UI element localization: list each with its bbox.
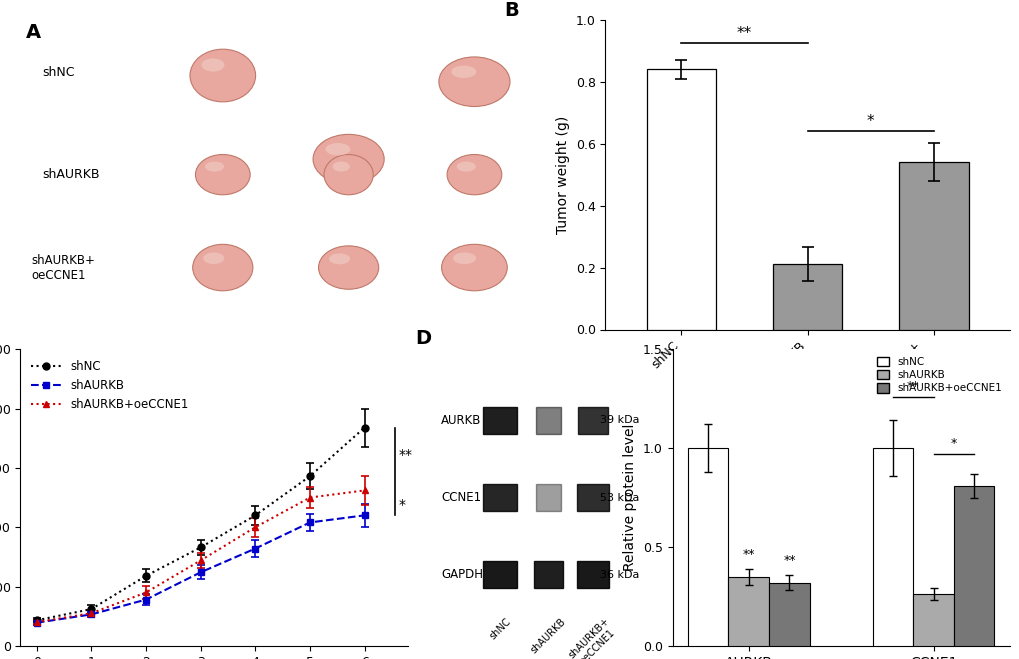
Text: **: ** [736, 26, 751, 40]
Text: 53 kDa: 53 kDa [599, 492, 639, 503]
Bar [899, 162, 968, 330]
Ellipse shape [318, 246, 378, 289]
Y-axis label: Relative protein level: Relative protein level [623, 424, 637, 571]
Y-axis label: Tumor weight (g): Tumor weight (g) [555, 115, 570, 234]
Text: *: * [398, 498, 406, 512]
Ellipse shape [203, 252, 224, 264]
Bar [578, 407, 607, 434]
Bar [536, 484, 560, 511]
Ellipse shape [329, 254, 350, 264]
Ellipse shape [452, 252, 476, 264]
Text: *: * [950, 437, 956, 450]
Bar [646, 69, 715, 330]
Bar [482, 407, 517, 434]
Text: *: * [866, 114, 873, 129]
Text: **: ** [742, 548, 754, 561]
Text: shAURKB+
oeCCNE1: shAURKB+ oeCCNE1 [32, 254, 95, 281]
Text: GAPDH: GAPDH [441, 568, 483, 581]
Ellipse shape [324, 154, 373, 195]
Ellipse shape [313, 134, 384, 184]
Text: A: A [25, 23, 41, 42]
Bar [687, 448, 728, 646]
Text: 36 kDa: 36 kDa [599, 569, 639, 580]
Bar [577, 561, 608, 588]
Bar [953, 486, 994, 646]
Text: 39 kDa: 39 kDa [599, 415, 639, 426]
Bar [728, 577, 768, 646]
Text: **: ** [398, 448, 412, 463]
Bar [534, 561, 562, 588]
Text: CCNE1: CCNE1 [441, 491, 481, 504]
Bar [772, 264, 842, 330]
Bar [482, 484, 517, 511]
Ellipse shape [196, 154, 250, 195]
Text: **: ** [906, 380, 918, 393]
Ellipse shape [438, 57, 510, 107]
Text: shAURKB+
oeCCNE1: shAURKB+ oeCCNE1 [566, 616, 619, 659]
Ellipse shape [190, 49, 256, 102]
Ellipse shape [441, 244, 506, 291]
Ellipse shape [450, 66, 476, 78]
Text: shAURKB: shAURKB [42, 168, 100, 181]
Bar [912, 594, 953, 646]
Ellipse shape [325, 143, 351, 156]
Legend: shNC, shAURKB, shAURKB+oeCCNE1: shNC, shAURKB, shAURKB+oeCCNE1 [874, 355, 1004, 395]
Bar [577, 484, 608, 511]
Text: AURKB: AURKB [441, 414, 481, 427]
Bar [871, 448, 912, 646]
Legend: shNC, shAURKB, shAURKB+oeCCNE1: shNC, shAURKB, shAURKB+oeCCNE1 [26, 355, 193, 415]
Bar [482, 561, 517, 588]
Ellipse shape [446, 154, 501, 195]
Text: shAURKB: shAURKB [529, 616, 568, 655]
Text: shNC: shNC [487, 616, 512, 641]
Text: shNC: shNC [42, 66, 74, 79]
Text: D: D [415, 329, 431, 347]
Ellipse shape [202, 59, 224, 72]
Text: **: ** [783, 554, 795, 567]
Ellipse shape [205, 161, 224, 171]
Ellipse shape [332, 161, 350, 171]
Bar [536, 407, 560, 434]
Ellipse shape [193, 244, 253, 291]
Bar [768, 583, 809, 646]
Text: B: B [504, 1, 519, 20]
Ellipse shape [457, 161, 475, 171]
